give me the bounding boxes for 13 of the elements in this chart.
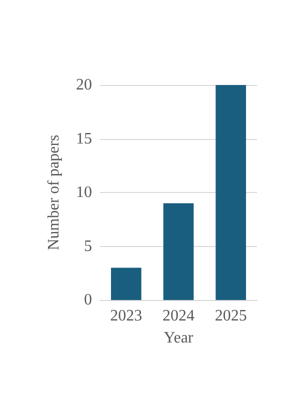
y-axis-title: Number of papers <box>46 134 62 250</box>
y-tick-label: 20 <box>76 76 92 94</box>
y-tick-label: 10 <box>76 184 92 201</box>
y-tick-label: 0 <box>84 292 92 308</box>
x-tick-label: 2023 <box>110 308 142 324</box>
x-axis-title: Year <box>164 330 194 346</box>
y-tick-label: 15 <box>76 130 92 148</box>
bar <box>163 203 194 300</box>
x-tick-label: 2025 <box>214 308 247 324</box>
x-tick-label: 2024 <box>162 308 194 324</box>
bar <box>216 85 246 300</box>
bar <box>110 268 142 300</box>
y-tick-label: 5 <box>84 238 92 255</box>
